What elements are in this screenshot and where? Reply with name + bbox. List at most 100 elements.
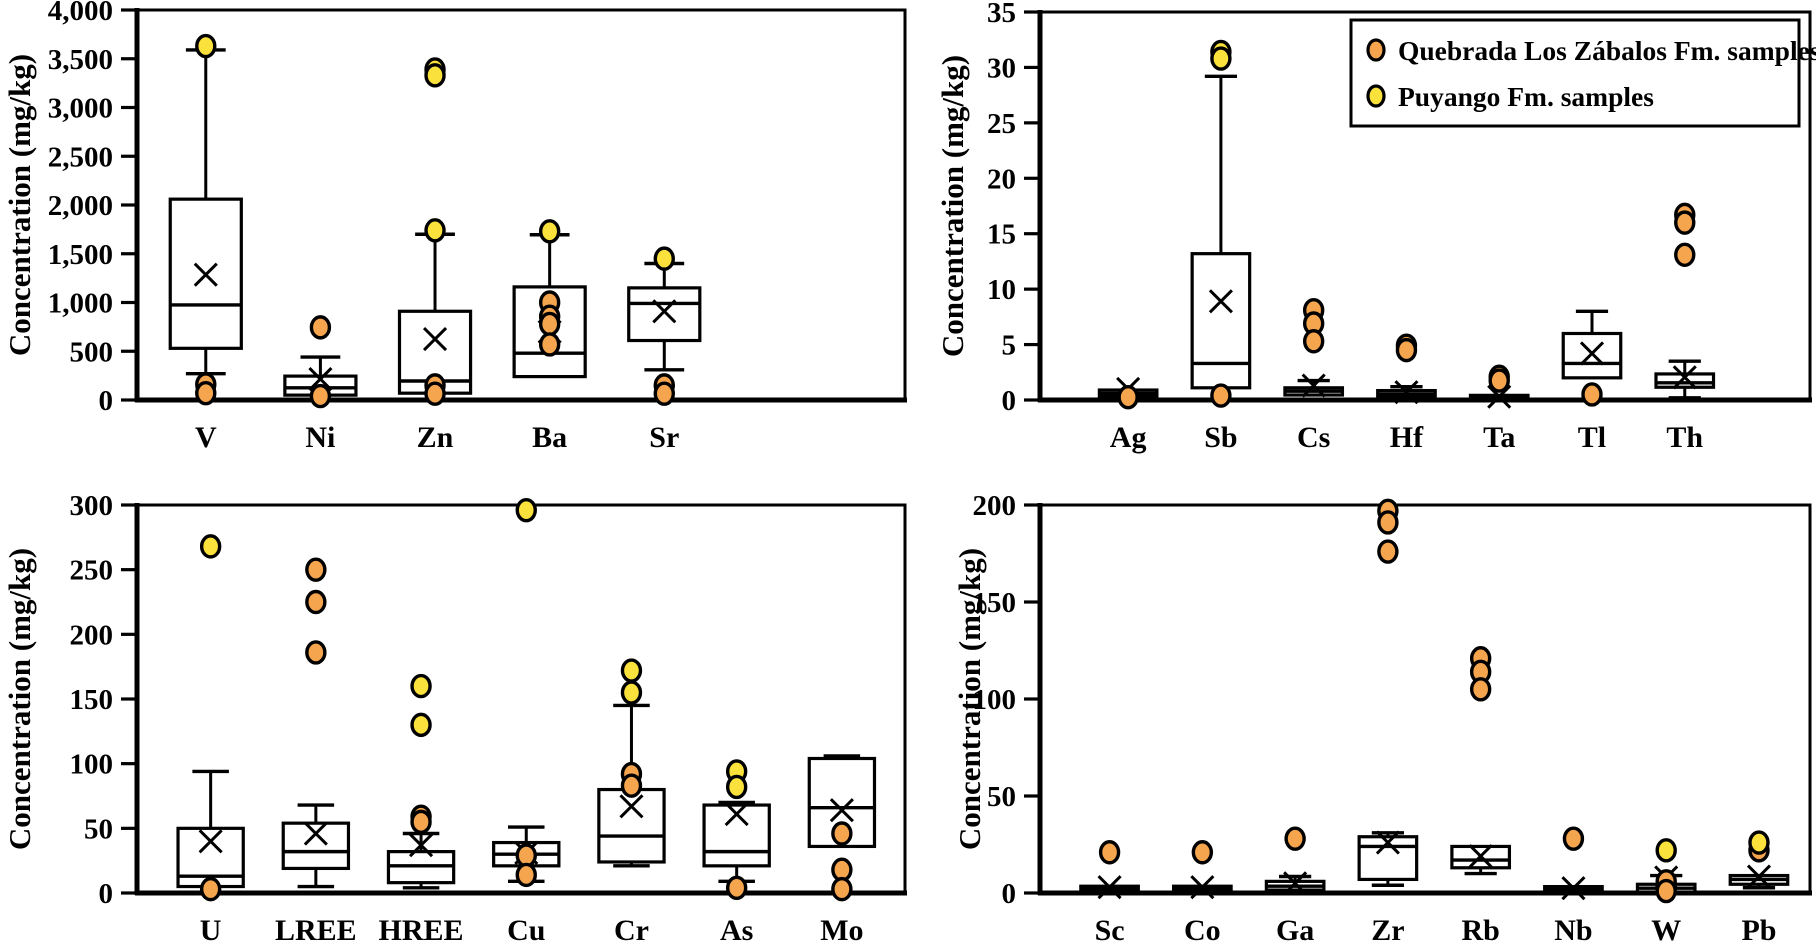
category-label: Ag [1110,421,1147,454]
y-axis-label: Concentration (mg/kg) [2,54,37,356]
y-tick-label: 2,000 [48,190,113,222]
y-tick-label: 2,500 [48,141,113,173]
outlier-quebrada-dot [653,381,675,406]
category-label: Cu [507,914,545,947]
box-Nb [1543,826,1604,901]
category-label: Cr [614,914,649,947]
category-label: Ga [1276,914,1314,947]
category-label: Ba [532,421,567,454]
category-label: Nb [1554,914,1592,947]
category-label: Pb [1741,914,1776,947]
plot-frame [1038,503,1812,895]
outlier-puyango-dot [410,673,432,699]
iqr-box [1357,835,1419,882]
outlier-quebrada-dot [305,557,327,582]
category-label: Ni [305,421,335,454]
box-Mo [807,754,877,902]
y-tick-label: 100 [70,749,114,781]
legend-label: Puyango Fm. samples [1398,81,1654,112]
box-Zr [1357,498,1419,887]
outlier-puyango-dot [424,218,446,243]
y-tick-label: 250 [70,555,114,587]
outlier-quebrada-dot [1674,242,1696,267]
outlier-quebrada-dot [1469,677,1492,702]
mean-x-mark [308,366,333,392]
outlier-quebrada-dot [1377,510,1399,535]
category-label: Ta [1483,421,1515,454]
y-tick-label: 3,500 [48,44,113,76]
y-tick-label: 4,000 [48,0,113,27]
outlier-puyango-dot [424,63,446,88]
outlier-quebrada-dot [305,640,327,665]
mean-x-mark [1579,341,1605,366]
y-axis-label: Concentration (mg/kg) [2,548,37,850]
outlier-quebrada-dot [195,380,217,406]
mean-x-mark [724,802,749,827]
mean-x-mark [1208,289,1233,314]
category-label: Cs [1297,421,1330,454]
y-tick-label: 35 [987,0,1016,29]
outlier-puyango-dot [620,680,643,705]
category-label: Mo [820,914,863,947]
outlier-quebrada-dot [1210,383,1232,408]
box-Cs [1283,298,1345,398]
iqr-box [1561,331,1623,380]
box-Sr [627,246,702,406]
legend-label: Quebrada Los Zábalos Fm. samples [1398,35,1816,66]
y-tick-label: 50 [987,781,1016,813]
mean-x-mark [1672,365,1697,390]
y-tick-label: 0 [99,878,114,910]
outlier-quebrada-dot [1395,337,1418,363]
outlier-quebrada-dot [1284,826,1306,851]
y-tick-label: 0 [1002,878,1017,910]
legend-box [1349,18,1801,128]
outlier-quebrada-dot [538,332,561,357]
category-label: Zr [1371,914,1404,947]
outlier-puyango-dot [199,534,222,559]
category-label: Hf [1390,421,1424,454]
category-label: W [1651,914,1681,947]
outlier-quebrada-dot [620,773,643,798]
outlier-quebrada-dot [1488,368,1510,393]
box-Pb [1728,830,1790,890]
box-Th [1654,202,1716,400]
iqr-box [1190,252,1252,390]
legend: Quebrada Los Zábalos Fm. samples Puyango … [1349,18,1816,128]
box-Ag [1097,376,1159,410]
mean-x-mark [303,821,328,846]
y-tick-label: 20 [987,163,1016,195]
outlier-quebrada-dot [309,383,332,409]
outlier-quebrada-dot [831,821,853,846]
y-tick-label: 200 [70,619,114,651]
category-label: Sb [1204,421,1237,454]
box-Ga [1264,826,1326,896]
mean-x-mark [198,829,223,854]
y-tick-label: 0 [99,385,114,417]
plot-frame [135,503,907,895]
outlier-puyango-dot [653,246,675,271]
box-LREE [281,557,351,889]
outlier-quebrada-dot [309,315,332,340]
mean-x-mark [652,299,677,324]
outlier-puyango-dot [1655,838,1677,863]
iqr-box [597,787,666,864]
outlier-puyango-dot [620,658,643,683]
y-tick-label: 15 [987,219,1016,251]
outlier-quebrada-dot [515,862,537,888]
y-axis-label: Concentration (mg/kg) [952,548,987,850]
category-label: Sc [1095,914,1125,947]
outlier-quebrada-dot [831,876,853,902]
box-Ni [283,315,358,409]
box-Sc [1079,840,1140,900]
outlier-puyango-dot [1210,46,1232,71]
y-tick-label: 1,000 [48,288,113,320]
outlier-puyango-dot [410,712,432,738]
box-Sb [1190,39,1252,408]
y-tick-label: 30 [987,52,1016,84]
mean-x-mark [1746,864,1772,889]
outlier-puyango-dot [195,33,217,59]
mean-x-mark [619,794,644,819]
legend-marker-puyango [1366,84,1386,108]
outlier-quebrada-dot [199,876,222,902]
y-tick-label: 300 [70,490,114,522]
